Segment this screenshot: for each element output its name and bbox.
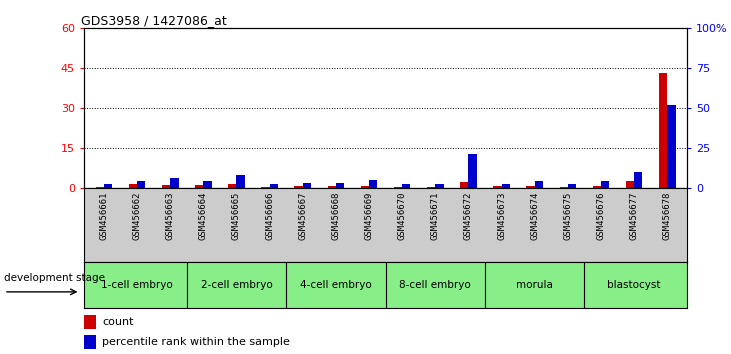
Text: GSM456674: GSM456674 [530,191,539,240]
Bar [667,105,675,188]
Text: count: count [102,318,134,327]
Bar [559,187,568,188]
Text: GSM456673: GSM456673 [497,191,506,240]
Bar [162,185,170,188]
Bar [659,74,667,188]
Text: GSM456671: GSM456671 [431,191,440,240]
Bar [336,183,344,188]
Bar [402,184,410,188]
Bar [129,184,137,188]
Bar [203,181,212,188]
Text: GSM456661: GSM456661 [99,191,108,240]
Bar [435,184,444,188]
Text: GSM456667: GSM456667 [298,191,307,240]
Bar [262,187,270,188]
Text: GSM456675: GSM456675 [564,191,572,240]
Bar [228,184,237,188]
Bar [593,186,601,188]
Bar [327,186,336,188]
Bar [84,335,96,348]
Text: morula: morula [516,280,553,290]
Text: blastocyst: blastocyst [607,280,661,290]
Bar [96,187,104,188]
Text: GSM456666: GSM456666 [265,191,274,240]
Bar [526,186,534,188]
Text: GSM456670: GSM456670 [398,191,406,240]
Bar [460,182,469,188]
Bar [634,172,643,188]
Text: 4-cell embryo: 4-cell embryo [300,280,372,290]
Bar [170,178,178,188]
Text: percentile rank within the sample: percentile rank within the sample [102,337,290,347]
Text: GSM456665: GSM456665 [232,191,241,240]
Text: GDS3958 / 1427086_at: GDS3958 / 1427086_at [81,14,227,27]
Bar [195,185,203,188]
Text: development stage: development stage [4,273,105,283]
Bar [568,184,576,188]
Bar [361,186,369,188]
Bar [104,184,113,188]
Text: 8-cell embryo: 8-cell embryo [399,280,471,290]
Text: GSM456664: GSM456664 [199,191,208,240]
Text: 1-cell embryo: 1-cell embryo [101,280,173,290]
Text: GSM456668: GSM456668 [331,191,341,240]
Bar [534,181,543,188]
Text: 2-cell embryo: 2-cell embryo [200,280,273,290]
Bar [369,180,377,188]
Text: GSM456678: GSM456678 [663,191,672,240]
Bar [295,186,303,188]
Bar [84,315,96,329]
Bar [626,181,634,188]
Bar [303,183,311,188]
Text: GSM456663: GSM456663 [166,191,175,240]
Bar [601,181,609,188]
Text: GSM456669: GSM456669 [365,191,374,240]
Text: GSM456677: GSM456677 [629,191,639,240]
Bar [237,175,245,188]
Bar [501,184,510,188]
Text: GSM456672: GSM456672 [464,191,473,240]
Text: GSM456676: GSM456676 [596,191,605,240]
Bar [469,154,477,188]
Bar [493,186,501,188]
Text: GSM456662: GSM456662 [132,191,142,240]
Bar [394,187,402,188]
Bar [137,181,145,188]
Bar [270,184,278,188]
Bar [427,187,435,188]
